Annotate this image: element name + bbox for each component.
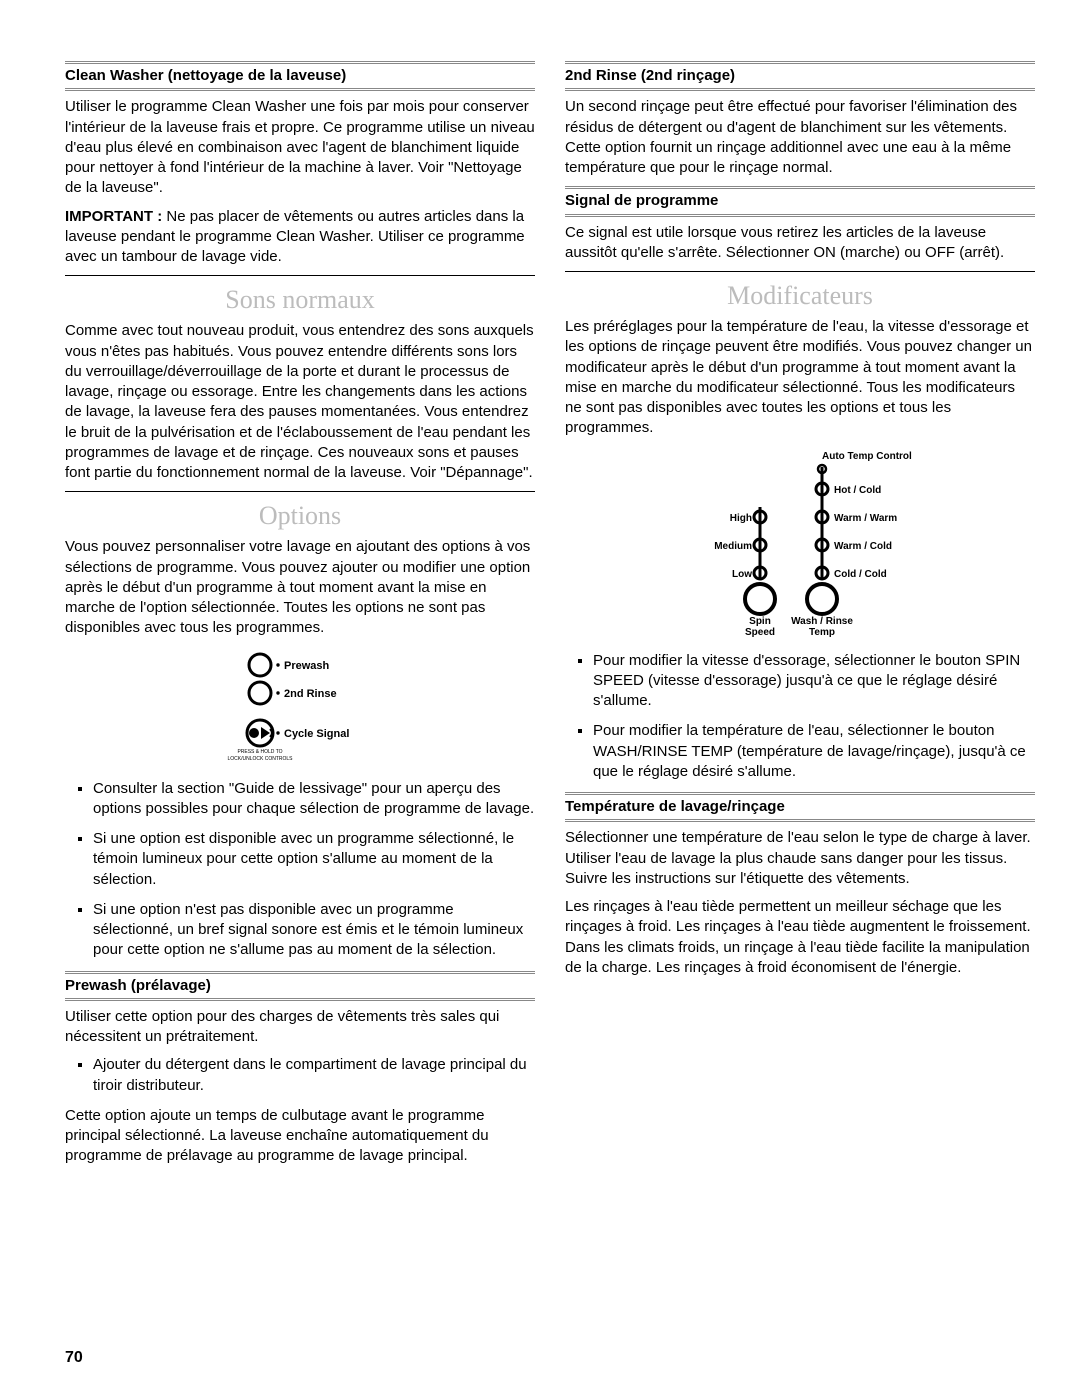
rinse2-label: 2nd Rinse — [284, 688, 337, 700]
rinse2-subhead: 2nd Rinse (2nd rinçage) — [565, 61, 1035, 91]
prewash-p2: Cette option ajoute un temps de culbutag… — [65, 1106, 535, 1167]
clean-washer-subhead: Clean Washer (nettoyage de la laveuse) — [65, 61, 535, 91]
options-bullets: Consulter la section "Guide de lessivage… — [65, 779, 535, 961]
signal-subhead: Signal de programme — [565, 186, 1035, 216]
wash1: Wash / Rinse — [791, 616, 853, 627]
temp-p1: Sélectionner une température de l'eau se… — [565, 828, 1035, 889]
modifiers-figure: Auto Temp Control Hot / Cold Warm / Warm… — [565, 447, 1035, 637]
divider — [65, 491, 535, 492]
right-column: 2nd Rinse (2nd rinçage) Un second rinçag… — [565, 55, 1035, 1175]
divider — [565, 271, 1035, 272]
page-number: 70 — [65, 1347, 83, 1369]
clean-washer-important: IMPORTANT : Ne pas placer de vêtements o… — [65, 207, 535, 268]
mod-bullets: Pour modifier la vitesse d'essorage, sél… — [565, 651, 1035, 783]
prewash-bullets: Ajouter du détergent dans le compartimen… — [65, 1055, 535, 1096]
divider — [65, 275, 535, 276]
options-b3: Si une option n'est pas disponible avec … — [93, 900, 535, 961]
manual-page: Clean Washer (nettoyage de la laveuse) U… — [0, 0, 1080, 1397]
options-svg: Prewash 2nd Rinse Cycle Signal PRESS & H… — [220, 647, 380, 767]
prewash-label: Prewash — [284, 660, 330, 672]
autotemp-label: Auto Temp Control — [822, 451, 912, 462]
warmcold-label: Warm / Cold — [834, 541, 892, 552]
low-label: Low — [732, 569, 752, 580]
options-b1: Consulter la section "Guide de lessivage… — [93, 779, 535, 820]
mod-b1: Pour modifier la vitesse d'essorage, sél… — [593, 651, 1035, 712]
clean-washer-p1: Utiliser le programme Clean Washer une f… — [65, 97, 535, 198]
signal-p1: Ce signal est utile lorsque vous retirez… — [565, 223, 1035, 264]
two-columns: Clean Washer (nettoyage de la laveuse) U… — [65, 55, 1035, 1175]
temp-p2: Les rinçages à l'eau tiède permettent un… — [565, 897, 1035, 978]
coldcold-label: Cold / Cold — [834, 569, 887, 580]
options-title: Options — [65, 498, 535, 533]
lock-label: LOCK/UNLOCK CONTROLS — [227, 756, 293, 762]
mod-title: Modificateurs — [565, 278, 1035, 313]
modifiers-svg: Auto Temp Control Hot / Cold Warm / Warm… — [670, 447, 930, 637]
sons-p1: Comme avec tout nouveau produit, vous en… — [65, 321, 535, 483]
wash2: Temp — [809, 627, 835, 637]
sons-title: Sons normaux — [65, 282, 535, 317]
options-figure: Prewash 2nd Rinse Cycle Signal PRESS & H… — [65, 647, 535, 767]
options-p1: Vous pouvez personnaliser votre lavage e… — [65, 537, 535, 638]
temp-subhead: Température de lavage/rinçage — [565, 792, 1035, 822]
warmwarm-label: Warm / Warm — [834, 513, 897, 524]
press-label: PRESS & HOLD TO — [237, 749, 282, 755]
spin2: Speed — [745, 627, 775, 637]
left-column: Clean Washer (nettoyage de la laveuse) U… — [65, 55, 535, 1175]
spin1: Spin — [749, 616, 771, 627]
high-label: High — [730, 513, 752, 524]
important-label: IMPORTANT : — [65, 208, 162, 225]
mod-b2: Pour modifier la température de l'eau, s… — [593, 721, 1035, 782]
rinse2-p1: Un second rinçage peut être effectué pou… — [565, 97, 1035, 178]
prewash-subhead: Prewash (prélavage) — [65, 971, 535, 1001]
prewash-b1: Ajouter du détergent dans le compartimen… — [93, 1055, 535, 1096]
prewash-p1: Utiliser cette option pour des charges d… — [65, 1007, 535, 1048]
options-b2: Si une option est disponible avec un pro… — [93, 829, 535, 890]
medium-label: Medium — [714, 541, 752, 552]
hotcold-label: Hot / Cold — [834, 485, 881, 496]
cycle-label: Cycle Signal — [284, 728, 349, 740]
mod-p1: Les préréglages pour la température de l… — [565, 317, 1035, 439]
